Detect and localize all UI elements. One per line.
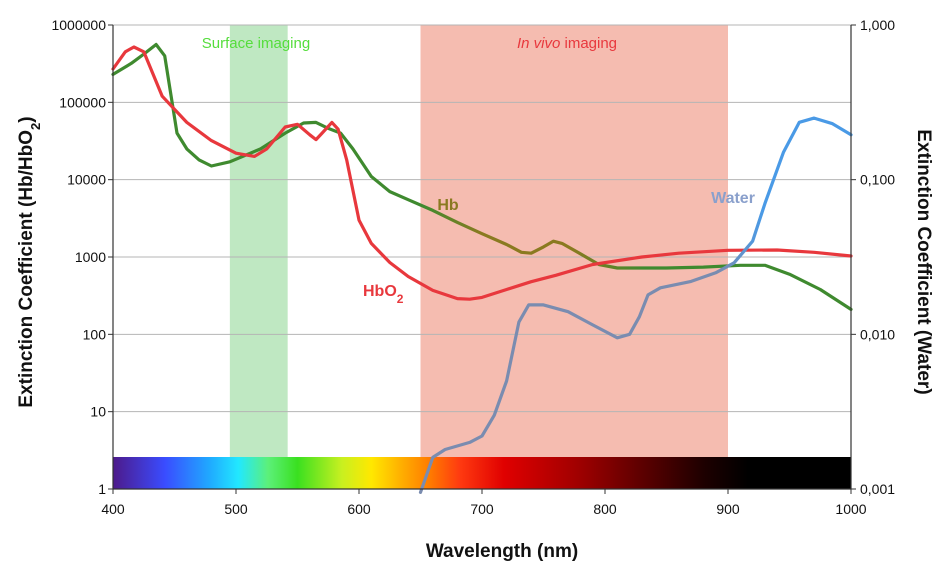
series-line-water xyxy=(418,116,853,494)
y-right-tick-label-1.000: 1,000 xyxy=(860,17,895,33)
y-left-axis-title: Extinction Coefficient (Hb/HbO2) xyxy=(16,116,43,407)
y-right-tick-label-0.010: 0,010 xyxy=(860,326,895,342)
series-label-hbo2: HbO2 xyxy=(363,283,404,306)
y-left-tick-label-10: 10 xyxy=(90,404,106,420)
spectrum-gradient xyxy=(113,457,851,489)
x-tick-label-1000: 1000 xyxy=(835,501,866,517)
labels: Wavelength (nm) Extinction Coefficient (H… xyxy=(16,35,934,561)
y-left-title-sub: 2 xyxy=(28,123,43,130)
y-left-tick-label-1000000: 1000000 xyxy=(51,17,106,33)
y-left-tick-label-100000: 100000 xyxy=(59,94,106,110)
x-tick-label-500: 500 xyxy=(224,501,248,517)
y-right-tick-label-0.001: 0,001 xyxy=(860,481,895,497)
series-line-hbo xyxy=(111,45,853,301)
x-tick-label-900: 900 xyxy=(716,501,740,517)
y-left-tick-label-1000: 1000 xyxy=(75,249,106,265)
y-left-tick-label-1: 1 xyxy=(98,481,106,497)
band-label-imaging-word: imaging xyxy=(560,35,617,52)
x-tick-label-700: 700 xyxy=(470,501,494,517)
band-label-surface-imaging: Surface imaging xyxy=(202,35,310,52)
y-left-title-main: Extinction Coefficient (Hb/HbO xyxy=(16,130,37,408)
x-tick-label-800: 800 xyxy=(593,501,617,517)
y-left-tick-label-100: 100 xyxy=(83,326,107,342)
series xyxy=(111,42,853,494)
axes: 400 500 600 700 800 900 1000 1 10 100 1000 10000 100… xyxy=(51,17,895,517)
series-label-hb: Hb xyxy=(437,197,459,214)
series-label-water: Water xyxy=(711,190,755,207)
y-left-tick-label-10000: 10000 xyxy=(67,172,106,188)
y-right-axis-title: Extinction Coefficient (Water) xyxy=(913,129,934,394)
x-tick-label-400: 400 xyxy=(101,501,125,517)
y-right-tick-label-0.100: 0,100 xyxy=(860,172,895,188)
series-label-hbo2-sub: 2 xyxy=(397,292,404,306)
visible-spectrum-bar xyxy=(113,457,851,489)
x-tick-label-600: 600 xyxy=(347,501,371,517)
band-label-in-vivo-imaging: In vivo imaging xyxy=(517,35,617,52)
x-axis-title: Wavelength (nm) xyxy=(426,541,578,561)
y-left-title-close: ) xyxy=(16,116,37,122)
band-label-in-vivo-italic: In vivo xyxy=(517,35,560,52)
series-label-hbo2-main: HbO xyxy=(363,283,397,300)
series-line-hb xyxy=(111,42,853,311)
